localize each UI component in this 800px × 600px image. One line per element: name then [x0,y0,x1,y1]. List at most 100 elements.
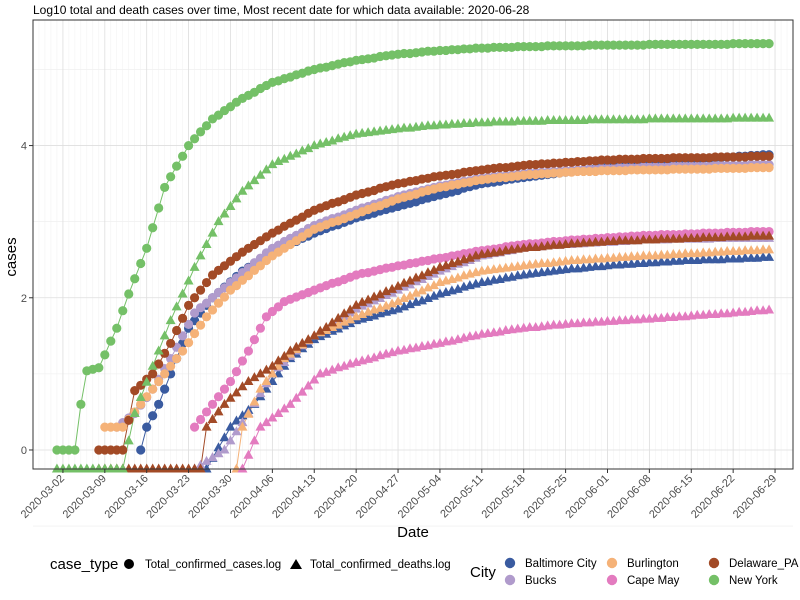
point-new-york-death [141,376,152,386]
point-new-york-case [136,258,146,269]
point-delaware-pa-death [237,381,248,391]
point-new-york-death [171,301,182,311]
point-new-york-case [183,140,194,151]
point-cape-may-death [321,366,332,376]
point-burlington-case [172,354,182,364]
point-new-york-death [297,145,308,155]
point-new-york-death [225,200,236,210]
y-tick-label: 0 [21,445,27,457]
point-burlington-death [410,287,421,297]
point-new-york-death [237,185,248,195]
point-cape-may-death [369,352,380,362]
point-delaware-pa-death [243,375,254,385]
point-new-york-death [279,153,290,163]
point-delaware-pa-death [351,299,362,309]
x-tick-label: 2020-05-18 [480,473,528,521]
point-cape-may-death [261,417,272,427]
point-new-york-case [124,289,134,299]
point-bucks-death [255,388,266,398]
point-cape-may-death [327,364,338,374]
x-tick-label: 2020-04-20 [312,473,360,521]
point-delaware-pa-death [261,364,272,374]
point-burlington-death [764,244,775,254]
point-delaware-pa-death [207,414,218,424]
point-burlington-case [160,369,170,379]
point-new-york-death [219,208,230,218]
point-delaware-pa-death [363,294,374,304]
point-delaware-pa-death [231,387,242,397]
point-delaware-pa-death [369,291,380,301]
x-tick-label: 2020-03-16 [103,473,151,521]
point-baltimore-city-death [452,283,463,293]
point-delaware-pa-death [428,264,439,274]
point-new-york-death [327,135,338,145]
point-new-york-death [267,159,278,169]
point-delaware-pa-death [339,308,350,318]
legend-title-case-type: case_type [50,556,118,573]
x-tick-label: 2020-03-02 [19,473,67,521]
point-delaware-pa-case [172,325,182,336]
x-tick-label: 2020-05-25 [521,473,569,521]
point-new-york-death [189,261,200,271]
point-delaware-pa-death [440,260,451,270]
point-new-york-death [255,169,266,179]
point-cape-may-death [279,403,290,413]
point-burlington-case [213,298,224,308]
legend-label-burlington: Burlington [627,558,679,570]
point-burlington-death [345,314,356,324]
point-burlington-case [201,312,212,322]
point-new-york-death [201,239,212,248]
point-burlington-case [219,292,230,302]
point-delaware-pa-death [267,360,278,370]
point-new-york-death [195,250,206,260]
x-tick-label: 2020-03-30 [186,473,234,521]
point-new-york-case [178,151,188,161]
point-new-york-case [94,363,104,373]
point-new-york-case [106,336,116,346]
point-baltimore-city-death [428,290,439,300]
point-delaware-pa-death [381,286,392,296]
x-tick-label: 2020-05-11 [438,473,486,521]
panel-background [32,19,794,470]
point-burlington-death [428,280,439,290]
point-burlington-case [183,338,194,348]
point-bucks-case [183,319,194,330]
point-burlington-case [207,305,218,315]
point-cape-may-case [255,323,266,333]
point-cape-may-case [195,414,206,425]
x-tick-label: 2020-05-04 [396,473,444,521]
point-new-york-case [172,161,182,171]
point-new-york-death [135,391,146,401]
point-delaware-pa-death [225,392,236,402]
point-new-york-case [764,38,774,49]
point-burlington-case [166,361,176,371]
point-new-york-death [261,164,272,174]
point-delaware-pa-case [183,300,194,310]
point-cape-may-death [255,421,266,431]
point-delaware-pa-case [148,369,158,379]
point-delaware-pa-case [136,380,146,390]
panel-border [32,19,794,470]
point-delaware-pa-case [201,277,212,288]
point-delaware-pa-case [124,415,134,425]
point-bucks-case [201,298,212,308]
point-cape-may-case [243,346,254,356]
y-tick-label: 4 [21,141,27,153]
point-delaware-pa-case [178,313,188,323]
point-burlington-case [118,422,128,432]
point-bucks-death [225,435,236,445]
point-delaware-pa-death [321,321,332,331]
point-bucks-death [219,444,230,454]
point-new-york-death [165,315,176,325]
point-new-york-case [189,134,200,144]
point-new-york-case [112,323,122,333]
point-burlington-case [764,163,774,173]
point-new-york-death [129,407,140,417]
point-new-york-case [130,274,140,284]
point-new-york-death [123,435,134,445]
y-tick-label: 2 [21,293,27,305]
point-cape-may-case [261,312,271,322]
point-delaware-pa-death [219,398,230,408]
point-cape-may-case [219,384,230,394]
point-burlington-death [405,290,416,300]
